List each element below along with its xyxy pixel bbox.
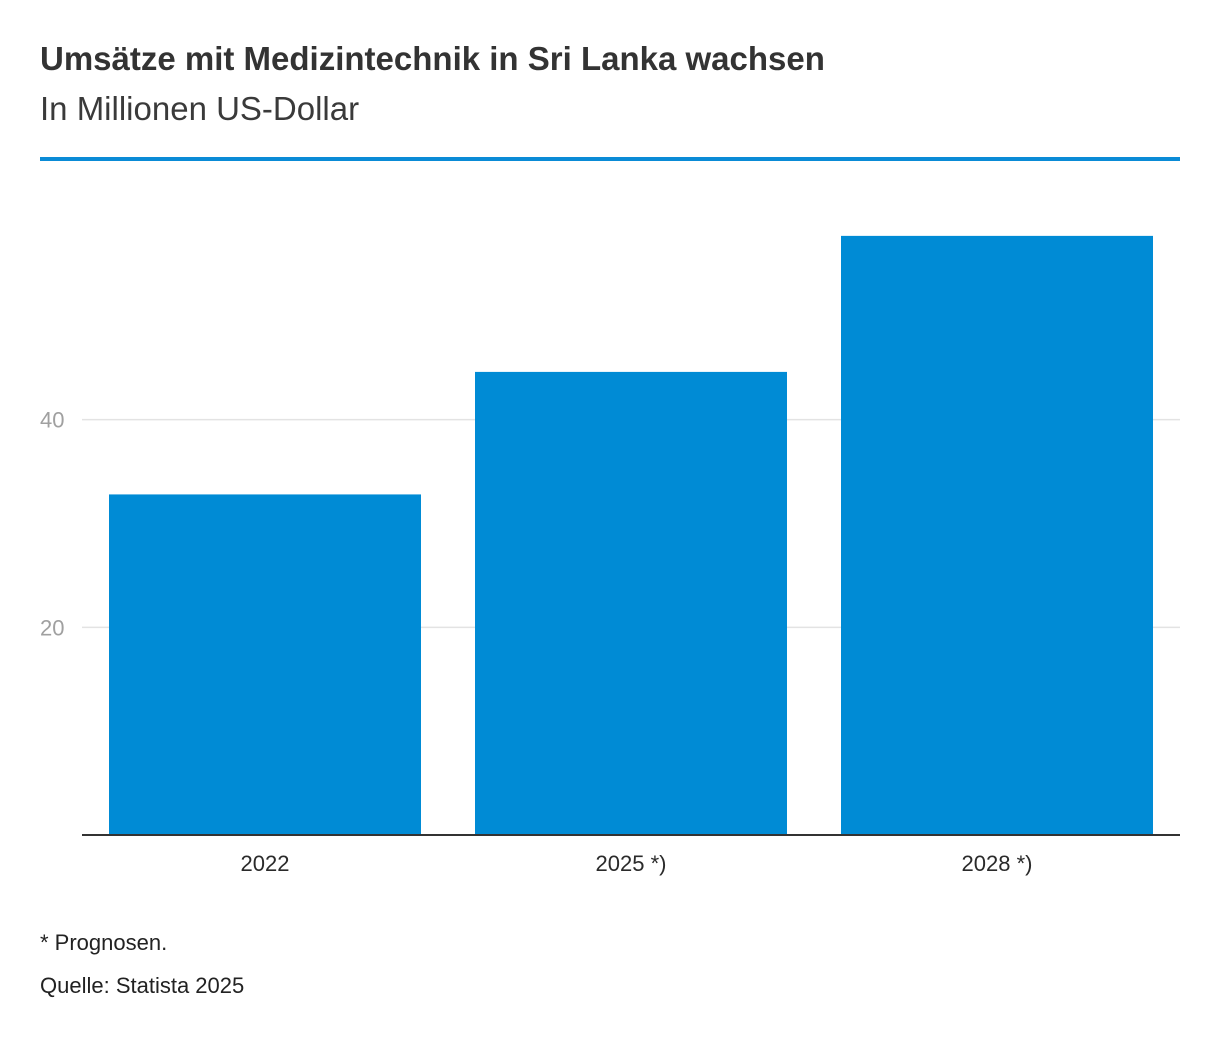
x-axis-labels: 2022 2025 *) 2028 *) bbox=[241, 851, 1033, 876]
y-tick-label-20: 20 bbox=[40, 615, 64, 640]
bars bbox=[109, 235, 1153, 836]
title-divider bbox=[40, 157, 1180, 161]
bar-2028 bbox=[841, 235, 1153, 836]
bar-2025 bbox=[475, 371, 787, 835]
x-category-label: 2025 *) bbox=[596, 851, 667, 876]
bar-2022 bbox=[109, 494, 421, 835]
y-tick-label-40: 40 bbox=[40, 408, 64, 433]
footnote: * Prognosen. bbox=[40, 930, 168, 955]
chart-subtitle: In Millionen US-Dollar bbox=[40, 90, 360, 127]
x-category-label: 2028 *) bbox=[962, 851, 1033, 876]
chart-title: Umsätze mit Medizintechnik in Sri Lanka … bbox=[40, 40, 825, 77]
source-note: Quelle: Statista 2025 bbox=[40, 973, 245, 998]
x-category-label: 2022 bbox=[241, 851, 290, 876]
